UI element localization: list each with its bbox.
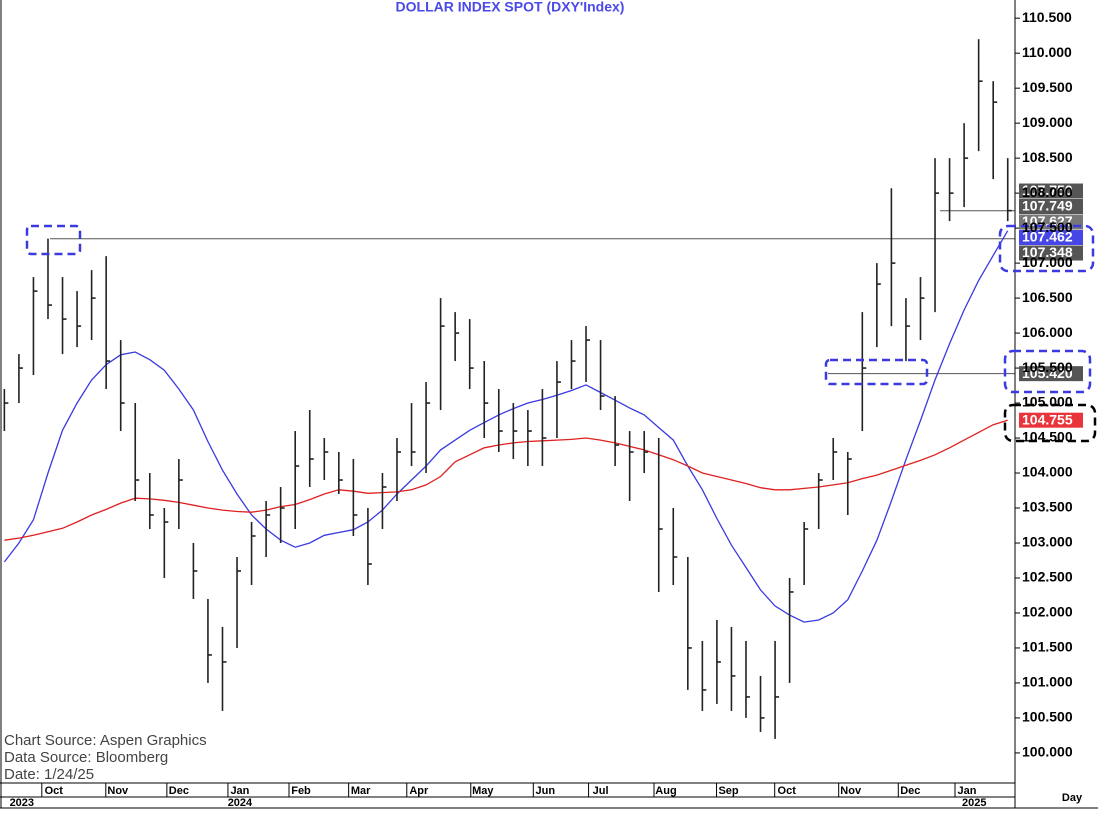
moving-average-line [3, 230, 1009, 623]
price-tag [1019, 199, 1083, 215]
highlight-box [1003, 349, 1092, 394]
year-label: 2024 [228, 797, 253, 809]
x-tick-label: Feb [291, 785, 311, 797]
price-tag [1019, 183, 1083, 199]
note: Data Source: Bloomberg [4, 749, 168, 766]
y-tick-label: 103.000 [1022, 534, 1073, 550]
y-tick-label: 104.000 [1022, 464, 1073, 480]
price-tag [1019, 245, 1083, 261]
y-tick-label: 107.500 [1022, 219, 1073, 235]
y-tick-label: 106.500 [1022, 289, 1073, 305]
x-tick-label: Nov [840, 785, 862, 797]
y-tick-label: 109.500 [1022, 79, 1073, 95]
y-tick-label: 109.000 [1022, 114, 1073, 130]
y-tick-label: 104.500 [1022, 429, 1073, 445]
price-tag [1019, 412, 1083, 428]
y-tick-label: 105.500 [1022, 359, 1073, 375]
x-tick-label: Oct [778, 785, 797, 797]
highlight-box [998, 224, 1095, 273]
moving-average-line [4, 419, 1008, 541]
x-tick-label: Dec [169, 785, 189, 797]
y-tick-label: 108.000 [1022, 184, 1073, 200]
price-tag-label: 107.462 [1022, 229, 1073, 245]
highlight-box [824, 358, 929, 386]
y-tick-label: 110.500 [1022, 9, 1072, 25]
y-tick-label: 106.000 [1022, 324, 1073, 340]
x-tick-label: Jun [536, 785, 556, 797]
x-tick-label: Jul [593, 785, 609, 797]
x-unit-label: Day [1062, 792, 1083, 804]
x-tick-label: May [472, 785, 494, 797]
y-tick-label: 105.000 [1022, 394, 1073, 410]
highlight-box [1003, 403, 1097, 443]
x-tick-label: Sep [718, 785, 738, 797]
y-tick-label: 108.500 [1022, 149, 1073, 165]
price-tag-label: 104.755 [1022, 411, 1073, 427]
x-tick-label: Oct [45, 785, 64, 797]
x-tick-label: Mar [351, 785, 371, 797]
note: Date: 1/24/25 [4, 766, 94, 783]
y-tick-label: 102.500 [1022, 569, 1073, 585]
price-tag-label: 107.348 [1022, 244, 1073, 260]
year-label: 2025 [962, 797, 986, 809]
year-label: 2023 [10, 797, 34, 809]
y-tick-label: 102.000 [1022, 604, 1073, 620]
x-tick-label: Nov [107, 785, 129, 797]
x-tick-label: Dec [900, 785, 920, 797]
chart-title: DOLLAR INDEX SPOT (DXY'Index) [396, 0, 625, 15]
y-tick-label: 101.000 [1022, 674, 1073, 690]
y-tick-label: 100.000 [1022, 744, 1073, 760]
y-tick-label: 110.000 [1022, 44, 1072, 60]
price-tag [1019, 230, 1083, 246]
price-tag-label: 107.749 [1022, 198, 1073, 214]
price-tag [1019, 366, 1083, 382]
price-tag-label: 107.750 [1022, 182, 1073, 198]
y-tick-label: 100.500 [1022, 709, 1073, 725]
y-tick-label: 107.000 [1022, 254, 1073, 270]
y-tick-label: 103.500 [1022, 499, 1073, 515]
x-tick-label: Apr [409, 785, 429, 797]
x-tick-label: Jan [958, 785, 977, 797]
y-tick-label: 101.500 [1022, 639, 1073, 655]
x-tick-label: Aug [655, 785, 676, 797]
x-tick-label: Jan [230, 785, 249, 797]
price-tag-label: 105.420 [1022, 365, 1073, 381]
annotations [25, 224, 1097, 443]
note: Chart Source: Aspen Graphics [4, 732, 207, 749]
